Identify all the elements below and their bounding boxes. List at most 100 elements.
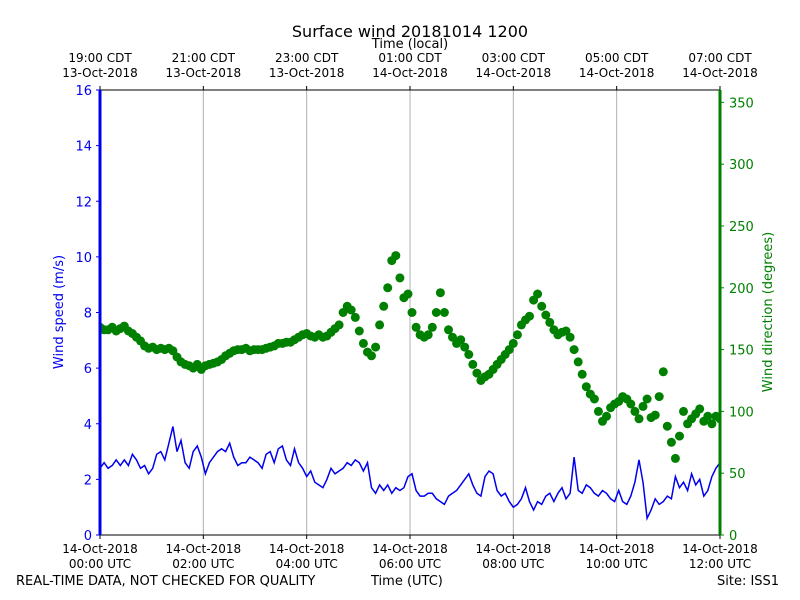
- bottom-tick-date: 14-Oct-2018: [269, 542, 345, 556]
- bottom-tick-date: 14-Oct-2018: [579, 542, 655, 556]
- right-tick-label: 300: [729, 158, 754, 173]
- bottom-tick-date: 14-Oct-2018: [682, 542, 758, 556]
- left-tick-label: 4: [84, 418, 92, 433]
- top-tick-label: 19:00 CDT 13-Oct-2018: [62, 51, 138, 80]
- right-axis-label: Wind direction (degrees): [761, 232, 776, 392]
- left-y-axis: 0 2 4 6 8 10 12 14 16: [75, 84, 100, 544]
- wind-direction-point: [626, 399, 636, 409]
- bottom-axis-label: Time (UTC): [371, 574, 443, 589]
- quality-disclaimer: REAL-TIME DATA, NOT CHECKED FOR QUALITY: [16, 574, 316, 589]
- wind-direction-point: [537, 301, 547, 311]
- right-tick-label: 0: [729, 529, 737, 544]
- wind-direction-point: [460, 342, 470, 352]
- top-tick-label: 01:00 CDT 14-Oct-2018: [372, 51, 448, 80]
- wind-direction-point: [407, 308, 417, 317]
- wind-direction-point: [666, 437, 676, 447]
- wind-direction-point: [565, 332, 575, 342]
- bottom-tick-time: 08:00 UTC: [482, 557, 544, 571]
- wind-direction-point: [541, 310, 551, 320]
- bottom-tick-label: 14-Oct-2018 08:00 UTC: [476, 542, 552, 571]
- bottom-tick-time: 12:00 UTC: [689, 557, 751, 571]
- wind-direction-markers: [100, 251, 720, 463]
- left-axis-label: Wind speed (m/s): [52, 255, 67, 369]
- top-tick-date: 14-Oct-2018: [579, 66, 655, 80]
- wind-direction-point: [703, 411, 713, 421]
- site-label: Site: ISS1: [717, 574, 780, 589]
- top-tick-time: 21:00 CDT: [172, 51, 236, 65]
- wind-direction-point: [379, 301, 389, 311]
- wind-direction-point: [525, 311, 534, 321]
- wind-direction-point: [468, 359, 478, 369]
- wind-direction-point: [427, 322, 437, 332]
- series-layer: [100, 251, 720, 521]
- wind-direction-point: [395, 273, 405, 283]
- top-tick-label: 23:00 CDT 13-Oct-2018: [269, 51, 345, 80]
- wind-direction-point: [589, 394, 599, 404]
- wind-direction-point: [423, 330, 433, 340]
- top-tick-time: 07:00 CDT: [688, 51, 752, 65]
- top-tick-date: 13-Oct-2018: [166, 66, 242, 80]
- left-tick-label: 16: [75, 84, 92, 99]
- wind-direction-point: [662, 421, 672, 431]
- wind-direction-point: [581, 382, 591, 392]
- bottom-tick-time: 00:00 UTC: [69, 557, 131, 571]
- wind-direction-point: [679, 406, 688, 416]
- wind-direction-point: [439, 308, 449, 317]
- top-tick-time: 05:00 CDT: [585, 51, 649, 65]
- bottom-tick-label: 14-Oct-2018 02:00 UTC: [166, 542, 242, 571]
- top-tick-label: 05:00 CDT 14-Oct-2018: [579, 51, 655, 80]
- wind-direction-point: [354, 326, 364, 336]
- wind-direction-point: [602, 411, 611, 421]
- bottom-tick-date: 14-Oct-2018: [372, 542, 448, 556]
- top-tick-date: 14-Oct-2018: [372, 66, 448, 80]
- bottom-tick-date: 14-Oct-2018: [476, 542, 552, 556]
- wind-direction-point: [346, 305, 356, 315]
- wind-direction-point: [658, 367, 668, 377]
- right-tick-label: 250: [729, 220, 754, 235]
- top-tick-label: 07:00 CDT 14-Oct-2018: [682, 51, 758, 80]
- wind-direction-point: [675, 431, 684, 441]
- wind-direction-point: [577, 369, 587, 379]
- top-axis-label: Time (local): [371, 37, 448, 52]
- top-tick-label: 21:00 CDT 13-Oct-2018: [166, 51, 242, 80]
- top-tick-time: 03:00 CDT: [482, 51, 546, 65]
- left-tick-label: 12: [75, 195, 92, 210]
- wind-direction-point: [350, 312, 360, 322]
- right-tick-label: 150: [729, 344, 754, 359]
- top-tick-label: 03:00 CDT 14-Oct-2018: [476, 51, 552, 80]
- wind-direction-point: [512, 330, 522, 340]
- left-tick-label: 2: [84, 473, 92, 488]
- right-tick-label: 350: [729, 96, 754, 111]
- left-tick-label: 8: [84, 307, 92, 322]
- wind-direction-point: [472, 368, 482, 378]
- bottom-tick-time: 04:00 UTC: [276, 557, 338, 571]
- wind-direction-point: [358, 338, 368, 348]
- wind-direction-point: [391, 251, 401, 261]
- top-tick-time: 23:00 CDT: [275, 51, 339, 65]
- wind-direction-point: [569, 345, 579, 355]
- wind-direction-point: [383, 283, 393, 293]
- wind-direction-point: [508, 338, 518, 348]
- wind-direction-point: [593, 406, 603, 416]
- wind-direction-point: [638, 401, 648, 411]
- bottom-tick-label: 14-Oct-2018 10:00 UTC: [579, 542, 655, 571]
- wind-direction-point: [334, 320, 344, 330]
- top-tick-date: 13-Oct-2018: [62, 66, 138, 80]
- wind-direction-point: [707, 419, 717, 429]
- top-tick-date: 14-Oct-2018: [476, 66, 552, 80]
- wind-direction-point: [654, 392, 664, 402]
- right-tick-label: 50: [729, 467, 746, 482]
- wind-direction-point: [573, 357, 583, 367]
- wind-direction-point: [695, 404, 705, 414]
- bottom-tick-date: 14-Oct-2018: [62, 542, 138, 556]
- right-tick-label: 100: [729, 405, 754, 420]
- wind-direction-point: [630, 406, 640, 416]
- wind-direction-point: [464, 350, 474, 359]
- wind-direction-point: [371, 342, 381, 352]
- wind-direction-point: [411, 322, 421, 332]
- top-tick-time: 01:00 CDT: [378, 51, 442, 65]
- top-tick-date: 13-Oct-2018: [269, 66, 345, 80]
- wind-direction-point: [367, 351, 376, 361]
